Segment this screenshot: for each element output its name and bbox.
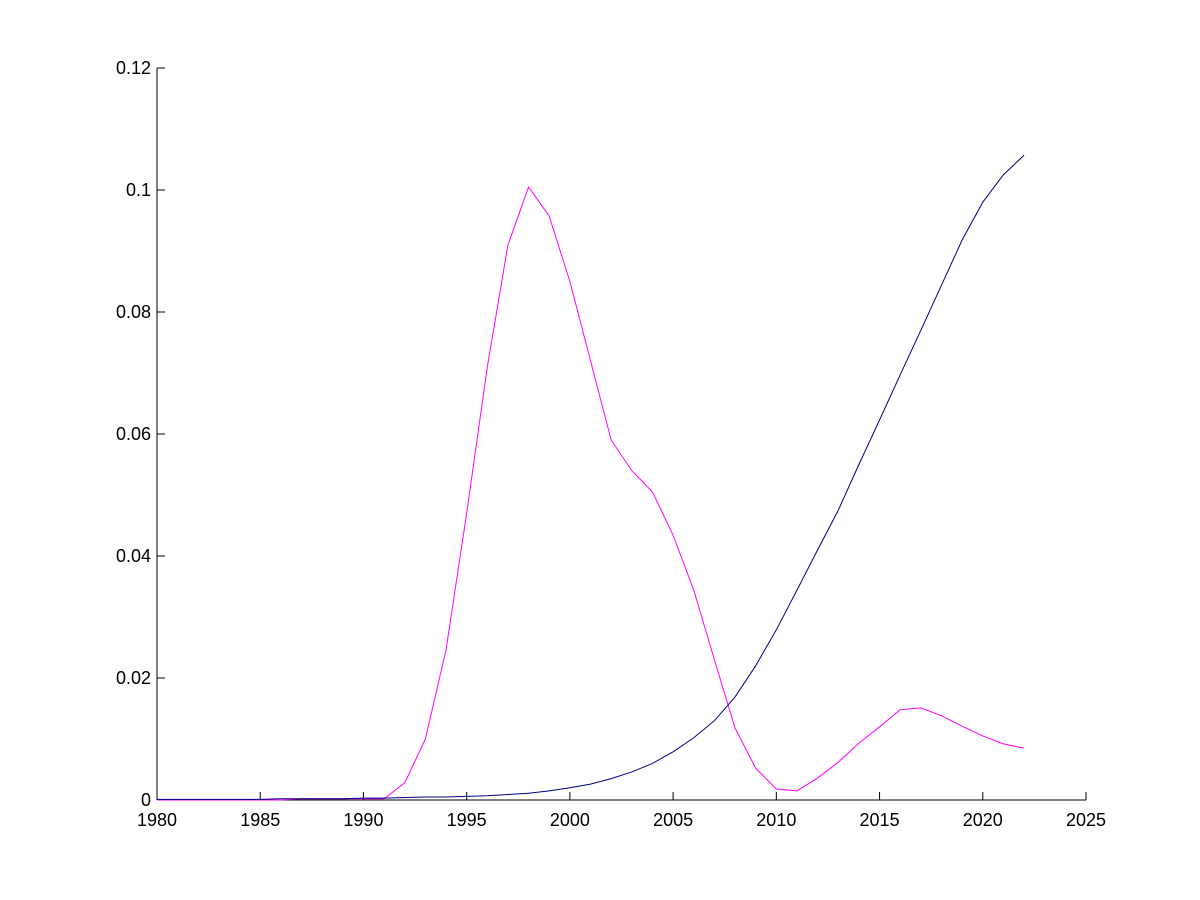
x-tick-label: 2000	[550, 810, 590, 830]
x-tick-label: 1990	[343, 810, 383, 830]
y-tick-label: 0.06	[116, 424, 151, 444]
x-tick-label: 1980	[137, 810, 177, 830]
series-line	[157, 185, 1025, 801]
y-tick-label: 0.04	[116, 546, 151, 566]
x-tick-label: 2020	[963, 810, 1003, 830]
y-tick-label: 0	[141, 790, 151, 810]
y-tick-label: 0.08	[116, 302, 151, 322]
y-tick-label: 0.02	[116, 668, 151, 688]
x-tick-label: 2010	[756, 810, 796, 830]
x-tick-label: 2015	[860, 810, 900, 830]
x-tick-label: 1995	[447, 810, 487, 830]
series-line	[157, 154, 1025, 800]
x-tick-label: 2025	[1066, 810, 1106, 830]
x-tick-label: 1985	[240, 810, 280, 830]
y-tick-label: 0.1	[126, 180, 151, 200]
y-tick-label: 0.12	[116, 58, 151, 78]
x-tick-label: 2005	[653, 810, 693, 830]
